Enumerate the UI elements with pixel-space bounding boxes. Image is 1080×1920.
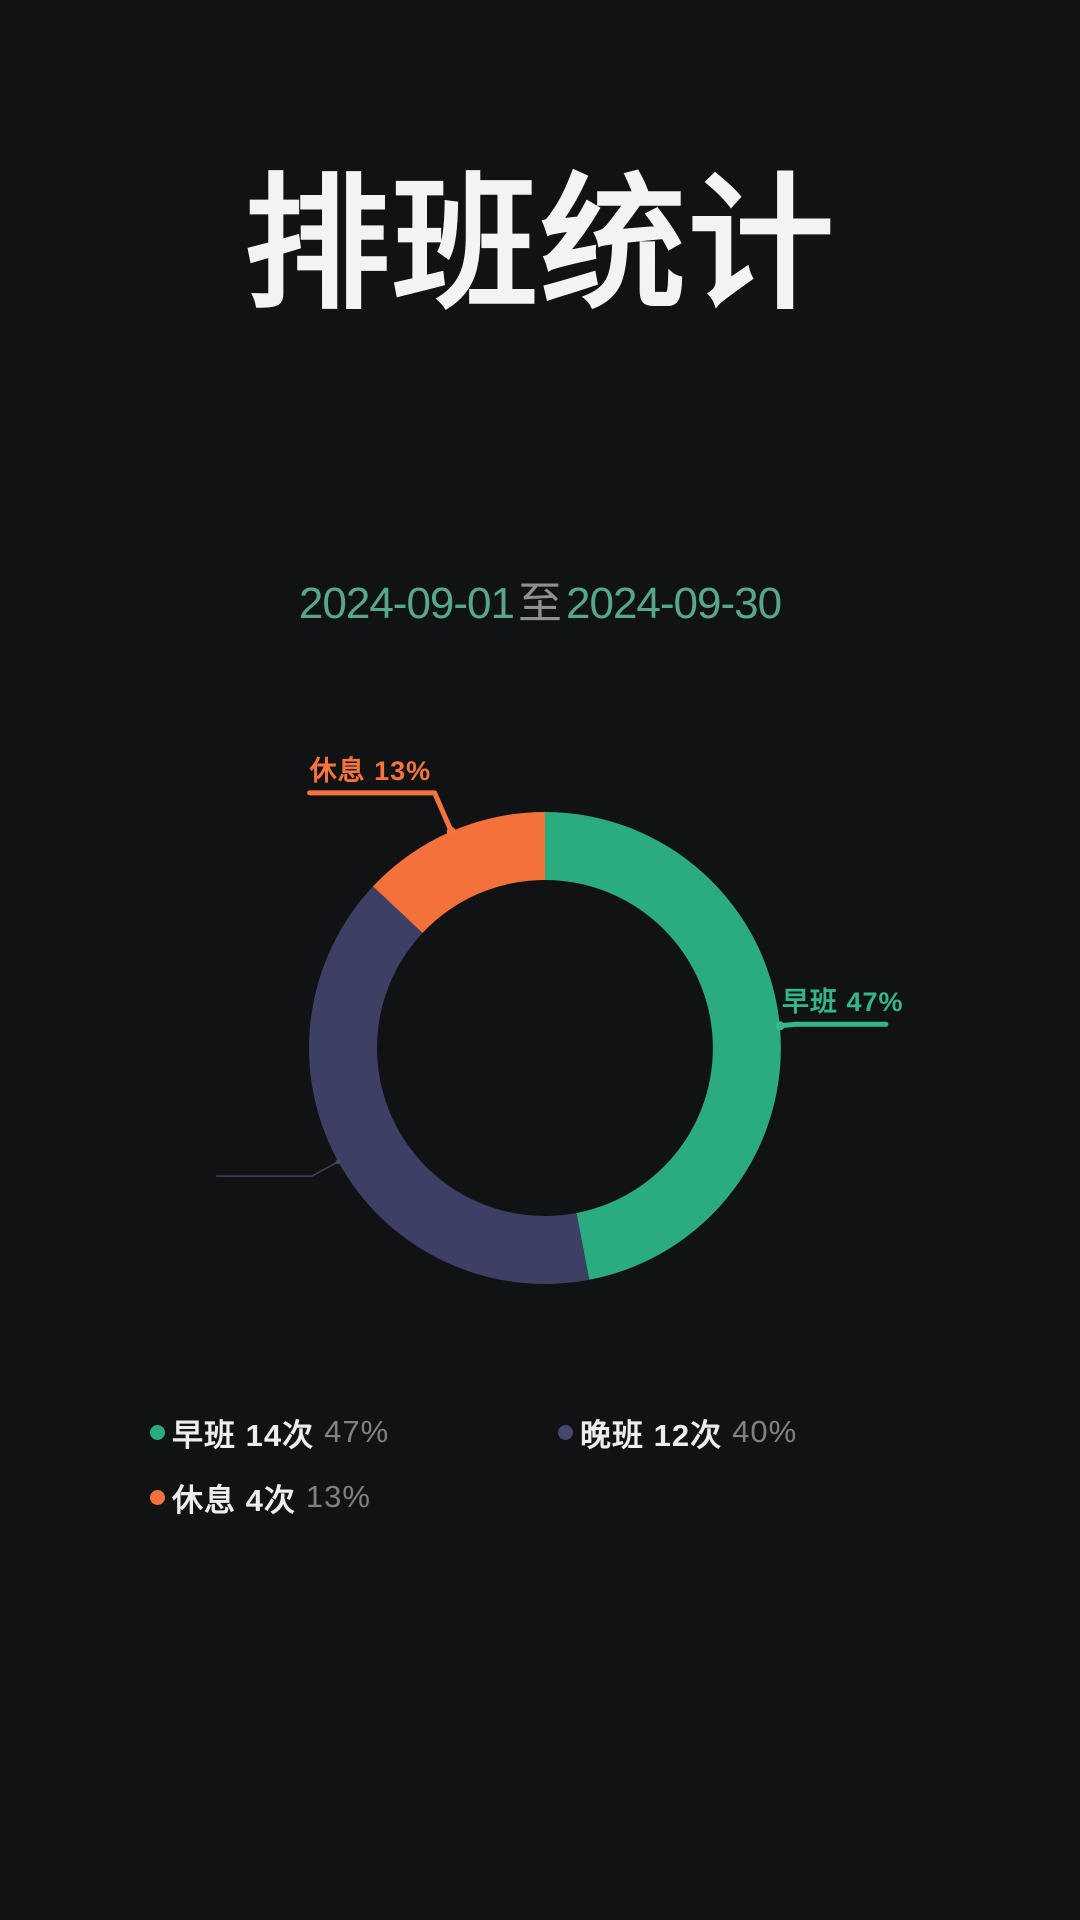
legend-item-rest: 休息 4次 13% — [150, 1475, 558, 1519]
donut-segment-night-shift — [309, 886, 590, 1284]
callout-label-rest: 休息 13% — [309, 755, 432, 786]
legend-dot-morning-shift — [150, 1424, 165, 1440]
legend-label: 晚班 12次 — [580, 1417, 723, 1453]
legend-label: 休息 4次 — [172, 1482, 296, 1518]
callout-line-rest — [307, 790, 454, 834]
chart-legend: 早班 14次 47% 晚班 12次 40% 休息 4次 13% — [150, 1410, 950, 1519]
legend-percent: 40% — [732, 1414, 798, 1449]
callout-line-night-shift — [216, 1160, 339, 1177]
page-title: 排班统计 — [244, 163, 836, 326]
date-range: 2024-09-01至2024-09-30 — [0, 582, 1080, 626]
callout-line-morning-shift — [777, 1021, 889, 1029]
date-end: 2024-09-30 — [566, 579, 782, 628]
callout-dot-night-shift — [335, 1159, 341, 1165]
legend-percent: 13% — [305, 1479, 371, 1514]
donut-segment-morning-shift — [545, 812, 781, 1280]
legend-dot-rest — [150, 1489, 165, 1505]
legend-item-morning-shift: 早班 14次 47% — [150, 1410, 558, 1454]
legend-item-night-shift: 晚班 12次 40% — [558, 1410, 950, 1454]
legend-percent: 47% — [324, 1414, 390, 1449]
legend-dot-night-shift — [558, 1424, 573, 1440]
callout-dot-rest — [446, 826, 456, 836]
donut-segment-rest — [373, 812, 545, 933]
legend-label: 早班 14次 — [172, 1417, 315, 1453]
date-separator: 至 — [518, 579, 562, 628]
callout-label-morning-shift: 早班 47% — [781, 987, 904, 1018]
callout-dot-morning-shift — [775, 1021, 785, 1031]
donut-chart: 早班 47% 休息 13% — [0, 756, 1080, 1340]
donut-chart-svg — [216, 790, 889, 1284]
date-start: 2024-09-01 — [298, 579, 515, 628]
